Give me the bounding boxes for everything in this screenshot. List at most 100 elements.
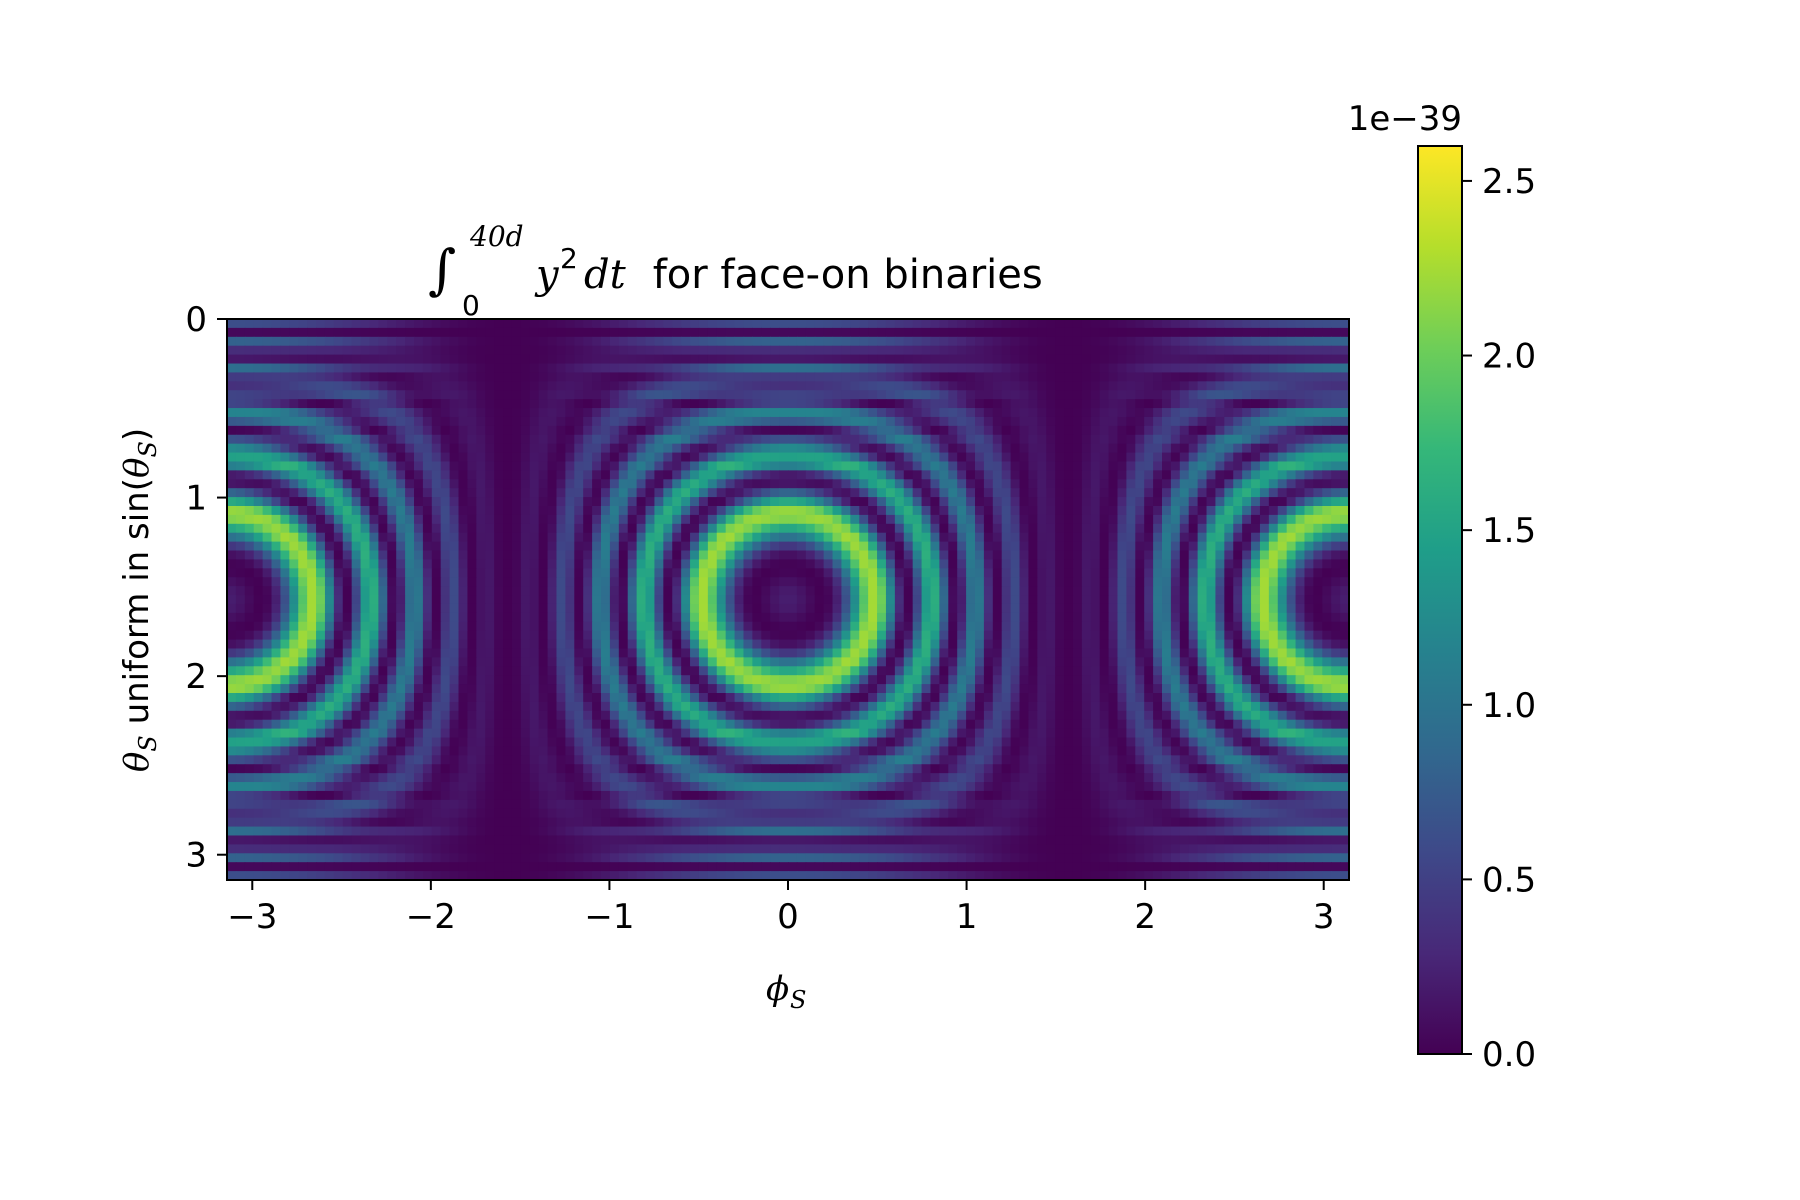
- heatmap-cell: [681, 381, 691, 391]
- heatmap-cell: [1037, 648, 1047, 658]
- heatmap-cell: [1001, 479, 1012, 489]
- heatmap-cell: [449, 595, 460, 605]
- heatmap-cell: [244, 648, 255, 658]
- heatmap-cell: [1001, 381, 1012, 391]
- heatmap-cell: [458, 550, 469, 561]
- heatmap-cell: [1046, 327, 1056, 338]
- heatmap-cell: [681, 470, 691, 480]
- heatmap-cell: [903, 390, 914, 400]
- heatmap-cell: [431, 416, 442, 427]
- heatmap-cell: [992, 621, 1003, 632]
- heatmap-cell: [672, 639, 682, 650]
- heatmap-cell: [823, 354, 834, 365]
- heatmap-cell: [324, 550, 335, 561]
- heatmap-cell: [734, 390, 745, 400]
- heatmap-cell: [271, 559, 282, 569]
- heatmap-cell: [440, 550, 451, 561]
- heatmap-cell: [930, 399, 940, 409]
- heatmap-cell: [1126, 336, 1136, 347]
- heatmap-cell: [707, 595, 718, 605]
- heatmap-cell: [1064, 488, 1074, 498]
- heatmap-cell: [307, 443, 317, 454]
- heatmap-cell: [369, 612, 379, 623]
- heatmap-cell: [511, 648, 522, 658]
- heatmap-cell: [307, 586, 317, 596]
- heatmap-cell: [894, 390, 905, 400]
- heatmap-cell: [1242, 319, 1252, 329]
- heatmap-cell: [832, 657, 843, 667]
- heatmap-cell: [1108, 639, 1119, 650]
- heatmap-cell: [609, 666, 620, 676]
- heatmap-cell: [244, 497, 255, 507]
- heatmap-cell: [734, 559, 745, 569]
- heatmap-cell: [1268, 399, 1279, 409]
- heatmap-cell: [538, 390, 549, 400]
- heatmap-cell: [698, 612, 709, 623]
- heatmap-cell: [387, 497, 397, 507]
- heatmap-cell: [1242, 416, 1252, 427]
- heatmap-cell: [752, 488, 762, 498]
- heatmap-cell: [1259, 434, 1270, 445]
- heatmap-cell: [1233, 657, 1243, 667]
- heatmap-cell: [850, 363, 860, 374]
- heatmap-cell: [378, 354, 388, 365]
- heatmap-cell: [476, 550, 486, 561]
- heatmap-cell: [289, 399, 299, 409]
- heatmap-cell: [1019, 630, 1030, 641]
- heatmap-cell: [583, 506, 593, 516]
- heatmap-cell: [1064, 586, 1074, 596]
- heatmap-cell: [841, 452, 851, 463]
- heatmap-cell: [298, 639, 308, 650]
- heatmap-cell: [529, 452, 540, 463]
- heatmap-cell: [743, 390, 753, 400]
- heatmap-cell: [805, 354, 816, 365]
- heatmap-cell: [467, 327, 477, 338]
- heatmap-cell: [262, 336, 273, 347]
- heatmap-cell: [1215, 425, 1225, 436]
- heatmap-cell: [912, 416, 923, 427]
- heatmap-cell: [1340, 488, 1350, 498]
- heatmap-cell: [1037, 550, 1047, 561]
- heatmap-cell: [966, 639, 976, 650]
- heatmap-cell: [734, 523, 745, 534]
- heatmap-cell: [494, 354, 504, 365]
- heatmap-cell: [1099, 523, 1110, 534]
- heatmap-cell: [1117, 648, 1127, 658]
- heatmap-cell: [779, 568, 789, 578]
- heatmap-cell: [1322, 532, 1332, 543]
- heatmap-cell: [939, 408, 949, 418]
- heatmap-cell: [316, 381, 326, 391]
- heatmap-cell: [645, 354, 656, 365]
- heatmap-cell: [316, 523, 326, 534]
- heatmap-cell: [1144, 336, 1154, 347]
- heatmap-cell: [244, 541, 255, 552]
- heatmap-cell: [885, 470, 896, 480]
- heatmap-cell: [574, 648, 584, 658]
- heatmap-cell: [1028, 461, 1038, 471]
- heatmap-cell: [1019, 319, 1030, 329]
- heatmap-cell: [1197, 523, 1208, 534]
- heatmap-cell: [832, 559, 843, 569]
- heatmap-cell: [1064, 390, 1074, 400]
- heatmap-cell: [1162, 470, 1172, 480]
- heatmap-cell: [1340, 577, 1350, 587]
- heatmap-cell: [690, 630, 700, 641]
- heatmap-cell: [592, 381, 602, 391]
- heatmap-cell: [333, 319, 344, 329]
- heatmap-cell: [324, 336, 335, 347]
- heatmap-cell: [556, 595, 566, 605]
- heatmap-cell: [975, 363, 985, 374]
- heatmap-cell: [1340, 434, 1350, 445]
- heatmap-cell: [859, 452, 869, 463]
- heatmap-cell: [1251, 425, 1261, 436]
- heatmap-cell: [814, 363, 825, 374]
- heatmap-cell: [387, 514, 397, 525]
- heatmap-cell: [1251, 408, 1261, 418]
- heatmap-cell: [1010, 586, 1021, 596]
- heatmap-cell: [912, 319, 923, 329]
- heatmap-cell: [734, 336, 745, 347]
- heatmap-cell: [1251, 461, 1261, 471]
- heatmap-cell: [1153, 550, 1163, 561]
- heatmap-cell: [868, 336, 878, 347]
- heatmap-cell: [227, 443, 237, 454]
